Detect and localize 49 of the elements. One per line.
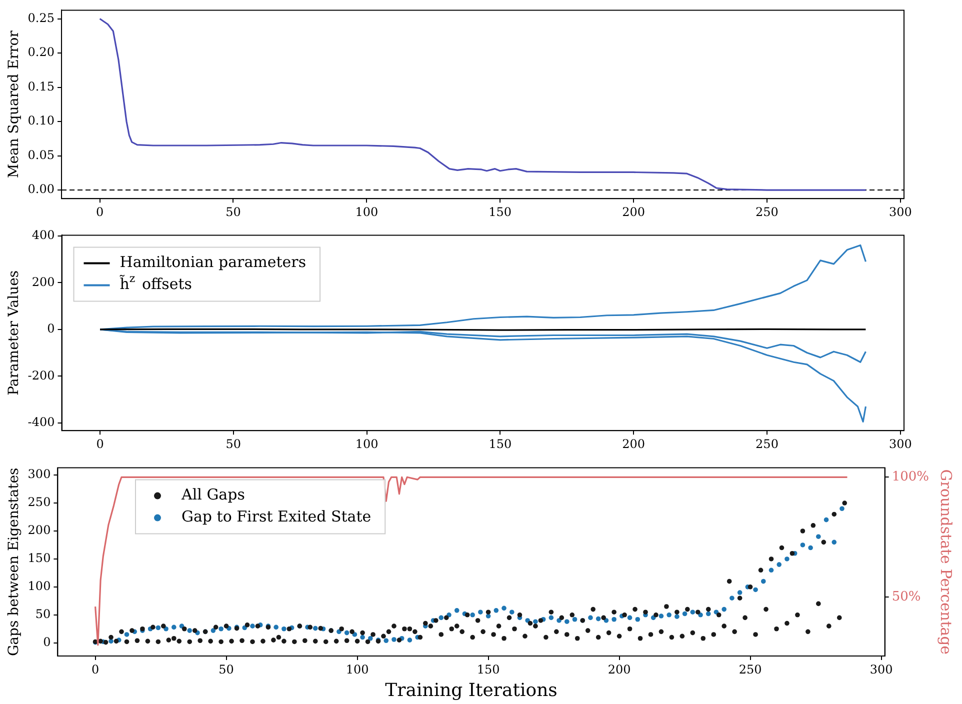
y2-tick-label: 50% <box>892 589 921 604</box>
legend-label: Hamiltonian parameters <box>120 253 306 272</box>
y-tick-label: 0 <box>47 322 55 336</box>
x-tick-label: 150 <box>488 436 512 451</box>
y-tick-label: 0.00 <box>28 182 55 196</box>
x-axis-title: Training Iterations <box>385 680 558 701</box>
y2-tick-label: 100% <box>892 470 930 485</box>
x-tick-label: 150 <box>488 204 512 219</box>
y-tick-label: -400 <box>28 415 55 430</box>
x-tick-label: 100 <box>355 436 378 451</box>
x-tick-label: 50 <box>218 662 234 676</box>
x-tick-label: 300 <box>888 436 912 451</box>
y-tick-label: 0 <box>43 634 51 649</box>
x-tick-label: 200 <box>622 204 645 219</box>
x-tick-label: 100 <box>346 662 369 676</box>
y-tick-label: 0.05 <box>28 148 55 162</box>
x-tick-label: 50 <box>226 204 241 219</box>
y-tick-label: 0.15 <box>28 79 55 94</box>
y-tick-label: 0.20 <box>28 45 55 60</box>
x-tick-label: 250 <box>738 662 762 676</box>
y-tick-label: 300 <box>28 467 51 482</box>
y-tick-label: 250 <box>28 495 51 510</box>
x-tick-label: 0 <box>96 204 104 219</box>
y-tick-label: 100 <box>28 579 51 594</box>
x-tick-label: 300 <box>888 204 912 219</box>
x-tick-label: 300 <box>870 662 893 676</box>
x-tick-label: 200 <box>608 662 631 676</box>
legend-label: Gap to First Exited State <box>182 508 372 526</box>
y-tick-label: 200 <box>32 274 55 289</box>
x-tick-label: 150 <box>476 662 500 676</box>
y-tick-label: 150 <box>28 551 51 566</box>
y-axis-title: Parameter Values <box>6 270 22 396</box>
x-tick-label: 0 <box>91 662 100 676</box>
y-tick-label: 400 <box>32 228 55 242</box>
y-tick-label: 200 <box>28 523 51 538</box>
y-tick-label: 0.25 <box>28 10 55 25</box>
x-tick-label: 250 <box>756 436 778 451</box>
x-tick-label: 50 <box>226 436 242 451</box>
legend-label: All Gaps <box>180 486 245 504</box>
y-tick-label: 0.10 <box>28 114 55 128</box>
y-axis-title: Mean Squared Error <box>6 30 22 178</box>
y-axis-title: Gaps between Eigenstates <box>6 468 22 656</box>
y2-axis-title: Groundstate Percentage <box>937 469 956 655</box>
x-tick-label: 250 <box>756 204 778 219</box>
x-tick-label: 200 <box>622 436 646 451</box>
x-tick-label: 100 <box>355 204 378 219</box>
y-tick-label: 50 <box>35 607 51 622</box>
y-tick-label: -200 <box>28 368 55 382</box>
x-tick-label: 0 <box>96 436 104 451</box>
